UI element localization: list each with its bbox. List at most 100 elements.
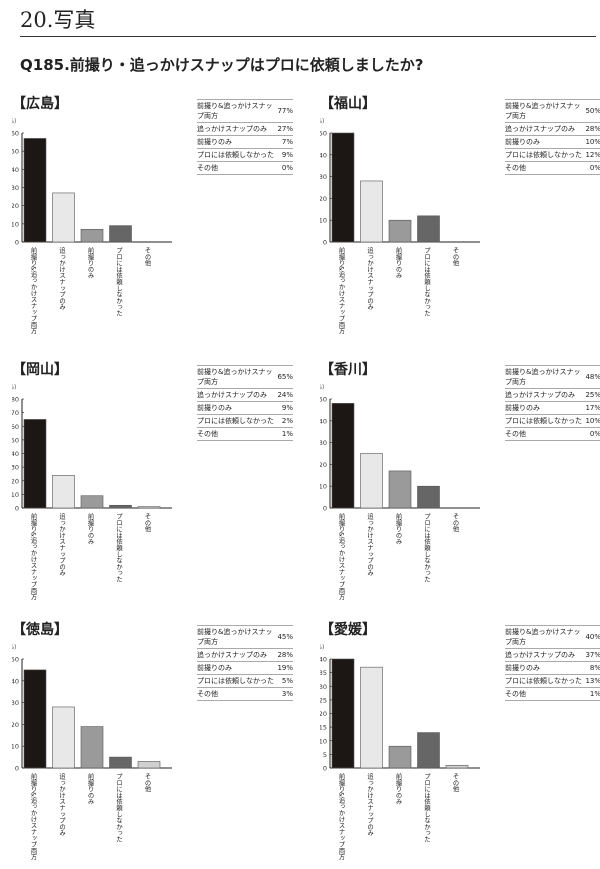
question-title: Q185.前撮り・追っかけスナップはプロに依頼しましたか? xyxy=(20,56,424,74)
table-category: 追っかけスナップのみ xyxy=(197,388,278,402)
table-value: 24% xyxy=(277,388,293,402)
bar xyxy=(417,215,440,243)
table-row: プロには依頼しなかった 9% xyxy=(197,148,293,162)
x-tick-label: 追っかけスナップのみ xyxy=(366,246,373,311)
x-tick-label: その他 xyxy=(452,773,459,794)
x-tick-label: 前撮りのみ xyxy=(395,512,402,545)
bar xyxy=(52,192,75,243)
table-row: 追っかけスナップのみ 37% xyxy=(505,648,600,662)
y-tick-label: 60 xyxy=(12,130,19,138)
table-row: その他 1% xyxy=(197,427,293,441)
value-table: 前撮り&追っかけスナップ両方 45% 追っかけスナップのみ 28% 前撮りのみ 19% プロ… xyxy=(197,625,293,701)
y-tick-label: 30 xyxy=(320,683,327,691)
table-value: 7% xyxy=(277,135,293,149)
y-tick-label: 20 xyxy=(12,721,19,729)
bar xyxy=(331,403,355,509)
bar xyxy=(52,475,75,509)
x-tick-label: 追っかけスナップのみ xyxy=(366,512,373,577)
table-category: 前撮りのみ xyxy=(505,135,586,149)
table-value: 37% xyxy=(585,648,600,662)
table-category: 前撮りのみ xyxy=(197,661,278,675)
table-category: その他 xyxy=(197,161,278,175)
table-row: 追っかけスナップのみ 27% xyxy=(197,122,293,136)
x-tick-label: プロには依頼しなかった xyxy=(423,773,430,843)
x-tick-label: 前撮りのみ xyxy=(395,246,402,279)
table-value: 13% xyxy=(585,674,600,688)
table-category: 追っかけスナップのみ xyxy=(505,122,586,136)
bar xyxy=(23,669,47,769)
table-value: 25% xyxy=(585,388,600,402)
value-table: 前撮り&追っかけスナップ両方 77% 追っかけスナップのみ 27% 前撮りのみ 7% プロに… xyxy=(197,99,293,175)
x-tick-label: 前撮り&追っかけスナップ両方 xyxy=(338,512,345,602)
y-tick-label: 20 xyxy=(320,195,327,203)
table-value: 19% xyxy=(277,661,293,675)
bar xyxy=(80,228,104,243)
table-row: 前撮り&追っかけスナップ両方 77% xyxy=(197,99,293,123)
x-tick-label: 前撮りのみ xyxy=(395,772,402,805)
y-tick-label: 10 xyxy=(12,743,19,751)
table-value: 50% xyxy=(585,99,600,123)
table-row: 前撮り&追っかけスナップ両方 65% xyxy=(197,365,293,389)
bar xyxy=(80,726,104,769)
table-value: 28% xyxy=(585,122,600,136)
value-table: 前撮り&追っかけスナップ両方 65% 追っかけスナップのみ 24% 前撮りのみ 9% プロに… xyxy=(197,365,293,441)
y-tick-label: 20 xyxy=(12,202,19,210)
y-axis-label: (%) xyxy=(320,118,324,125)
table-value: 3% xyxy=(277,687,293,701)
bar xyxy=(417,485,440,509)
chart-title: 【愛媛】 xyxy=(320,622,376,638)
table-row: 前撮りのみ 10% xyxy=(505,135,600,149)
table-category: 前撮りのみ xyxy=(505,661,586,675)
x-tick-label: 前撮り&追っかけスナップ両方 xyxy=(338,246,345,336)
section-title: 20.写真 xyxy=(20,8,96,32)
table-category: 前撮りのみ xyxy=(197,135,278,149)
bar-chart: (%) 0 5 10 15 20 25 30 35 40 前撮り&追っかけスナップ両方 追っかけスナッ… xyxy=(320,644,480,862)
table-category: 前撮り&追っかけスナップ両方 xyxy=(505,365,586,389)
y-axis-label: (%) xyxy=(320,644,324,651)
table-category: 追っかけスナップのみ xyxy=(505,388,586,402)
table-category: その他 xyxy=(197,427,278,441)
table-value: 8% xyxy=(585,661,600,675)
y-tick-label: 20 xyxy=(320,461,327,469)
chart-title: 【広島】 xyxy=(12,96,68,112)
x-tick-label: 前撮りのみ xyxy=(87,772,94,805)
y-tick-label: 15 xyxy=(320,724,327,732)
y-tick-label: 40 xyxy=(12,677,19,685)
table-category: その他 xyxy=(505,427,586,441)
x-tick-label: その他 xyxy=(452,247,459,268)
x-tick-label: プロには依頼しなかった xyxy=(115,773,122,843)
bar-chart: (%) 0 10 20 30 40 50 前撮り&追っかけスナップ両方 追っかけスナップのみ 前撮… xyxy=(320,118,480,336)
y-tick-label: 40 xyxy=(320,151,327,159)
table-category: 前撮りのみ xyxy=(505,401,586,415)
bar xyxy=(388,219,412,243)
chart-panel: 【福山】 前撮り&追っかけスナップ両方 50% 追っかけスナップのみ 28% 前撮りのみ 1… xyxy=(320,93,600,343)
bar xyxy=(388,470,412,509)
y-tick-label: 20 xyxy=(320,710,327,718)
table-category: プロには依頼しなかった xyxy=(505,674,586,688)
table-row: 前撮りのみ 19% xyxy=(197,661,293,675)
divider xyxy=(20,36,596,37)
x-tick-label: プロには依頼しなかった xyxy=(423,513,430,583)
x-tick-label: その他 xyxy=(144,773,151,794)
bar xyxy=(137,761,161,769)
table-value: 2% xyxy=(277,414,293,428)
table-row: 追っかけスナップのみ 28% xyxy=(197,648,293,662)
y-tick-label: 30 xyxy=(12,184,19,192)
table-value: 28% xyxy=(277,648,293,662)
y-tick-label: 40 xyxy=(12,166,19,174)
chart-panel: 【岡山】 前撮り&追っかけスナップ両方 65% 追っかけスナップのみ 24% 前撮りのみ 9… xyxy=(12,359,302,609)
bar xyxy=(137,506,161,509)
y-tick-label: 35 xyxy=(320,669,327,677)
x-tick-label: 前撮り&追っかけスナップ両方 xyxy=(338,772,345,862)
table-category: プロには依頼しなかった xyxy=(197,674,278,688)
bar xyxy=(331,132,355,243)
value-table: 前撮り&追っかけスナップ両方 48% 追っかけスナップのみ 25% 前撮りのみ 17% プロ… xyxy=(505,365,600,441)
table-row: プロには依頼しなかった 10% xyxy=(505,414,600,428)
table-row: 前撮り&追っかけスナップ両方 48% xyxy=(505,365,600,389)
table-category: 前撮り&追っかけスナップ両方 xyxy=(197,99,278,123)
bar xyxy=(360,453,383,509)
table-row: 前撮りのみ 9% xyxy=(197,401,293,415)
x-tick-label: プロには依頼しなかった xyxy=(423,247,430,317)
table-value: 65% xyxy=(277,365,293,389)
y-tick-label: 0 xyxy=(323,505,327,513)
